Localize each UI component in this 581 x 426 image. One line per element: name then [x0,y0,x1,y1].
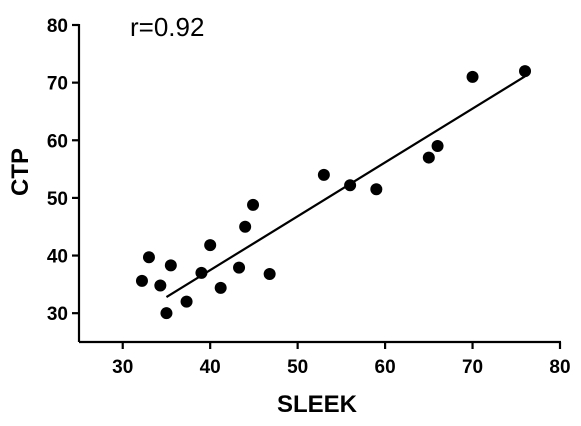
data-point [135,274,148,287]
y-tick-label: 30 [47,304,68,325]
x-tick-label: 50 [287,357,308,378]
y-tick-label: 80 [47,16,68,37]
data-point [263,267,276,280]
data-point [164,259,177,272]
y-tick-label: 70 [47,74,68,95]
data-point [239,220,252,233]
x-tick-label: 80 [549,357,570,378]
correlation-annotation: r=0.92 [130,12,204,42]
data-point [142,251,155,264]
data-point [317,168,330,181]
data-point [519,65,532,78]
data-point [180,295,193,308]
y-tick-label: 40 [47,247,68,268]
x-tick-label: 40 [200,357,221,378]
x-axis-title: SLEEK [277,391,358,418]
data-point [160,307,173,320]
data-point [466,70,479,83]
data-point [204,239,217,252]
axes [77,24,561,344]
data-point [195,266,208,279]
x-tick-label: 60 [375,357,396,378]
data-point [422,151,435,164]
y-axis-title: CTP [7,148,34,196]
ticks: 30 40 50 60 70 80 30 40 50 60 70 80 [47,16,571,378]
y-tick-label: 50 [47,189,68,210]
x-tick-label: 30 [112,357,133,378]
data-point [370,183,383,196]
data-point [154,279,167,292]
data-point [233,261,246,274]
data-point [247,198,260,211]
data-point [214,281,227,294]
y-tick-label: 60 [47,131,68,152]
data-point [431,140,444,153]
x-tick-label: 70 [462,357,483,378]
data-point [344,179,357,192]
data-points [135,65,532,320]
